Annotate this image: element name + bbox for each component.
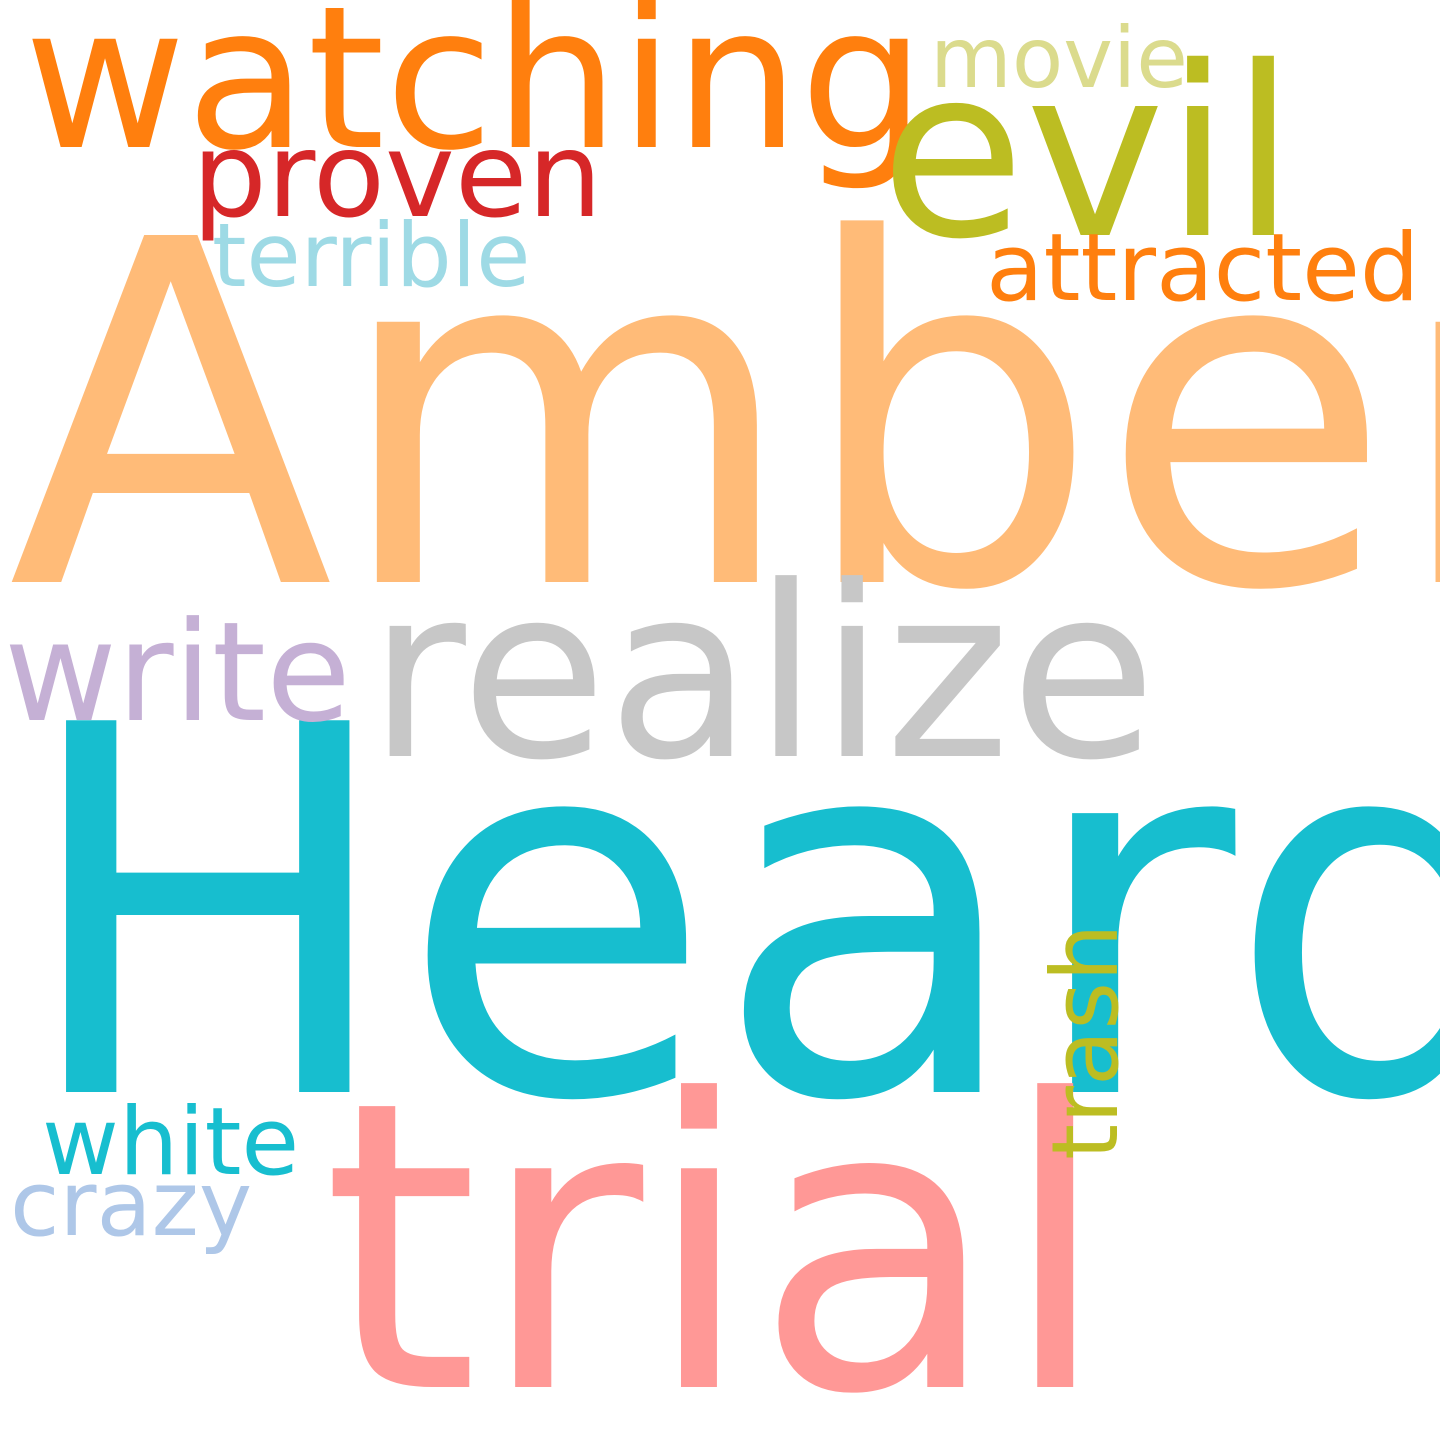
word-watching: watching	[24, 0, 926, 194]
word-amber: Amber	[8, 141, 1440, 695]
word-evil: evil	[880, 16, 1296, 291]
word-attracted: attracted	[986, 214, 1420, 323]
word-trial: trial	[322, 1017, 1111, 1440]
word-write: write	[4, 592, 351, 753]
word-movie: movie	[930, 9, 1188, 107]
word-terrible: terrible	[212, 204, 531, 307]
word-heard: Heard	[16, 620, 1440, 1213]
word-trash: trash	[1032, 923, 1139, 1160]
word-realize: realize	[368, 536, 1157, 813]
word-crazy: crazy	[10, 1152, 253, 1257]
word-proven: proven	[192, 106, 603, 244]
word-white: white	[42, 1088, 300, 1197]
